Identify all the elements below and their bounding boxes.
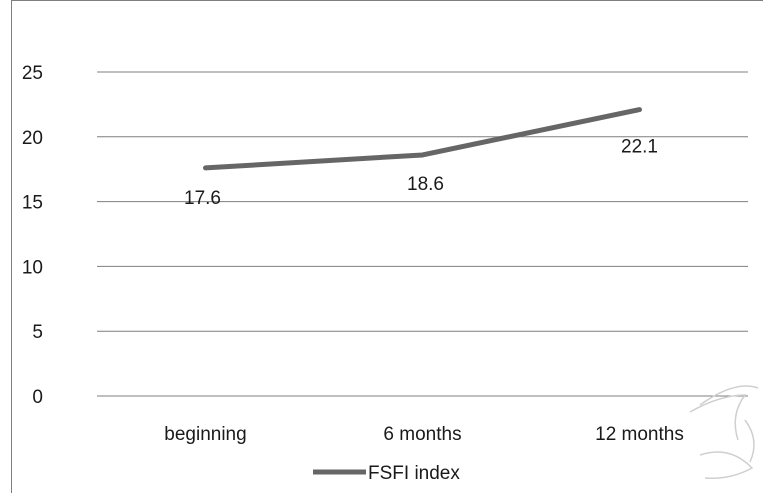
y-tick-label: 20 [22, 128, 43, 149]
x-tick-labels: beginning 6 months 12 months [164, 424, 684, 445]
y-tick-label: 10 [22, 257, 43, 278]
watermark-curve [744, 419, 755, 463]
gridlines [97, 71, 748, 397]
x-tick-label: 6 months [383, 424, 461, 445]
legend-label: FSFI index [368, 463, 460, 484]
series-group [203, 107, 642, 171]
data-label: 22.1 [621, 137, 658, 158]
watermark-logo [689, 385, 759, 480]
y-tick-label: 5 [32, 322, 43, 343]
watermark-curve [689, 394, 747, 441]
y-tick-label: 0 [32, 387, 43, 408]
chart-frame [11, 0, 763, 493]
y-tick-label: 15 [22, 193, 43, 214]
y-tick-label: 25 [22, 63, 43, 84]
x-tick-label: 12 months [595, 424, 684, 445]
data-labels: 17.6 18.6 22.1 [184, 137, 658, 209]
watermark-curve [699, 385, 759, 406]
legend: FSFI index [313, 463, 460, 484]
watermark-curve [699, 451, 754, 480]
series-line [203, 107, 642, 171]
data-label: 18.6 [407, 174, 444, 195]
y-tick-labels: 0 5 10 15 20 25 [22, 63, 43, 408]
x-tick-label: beginning [164, 424, 246, 445]
data-label: 17.6 [184, 188, 221, 209]
